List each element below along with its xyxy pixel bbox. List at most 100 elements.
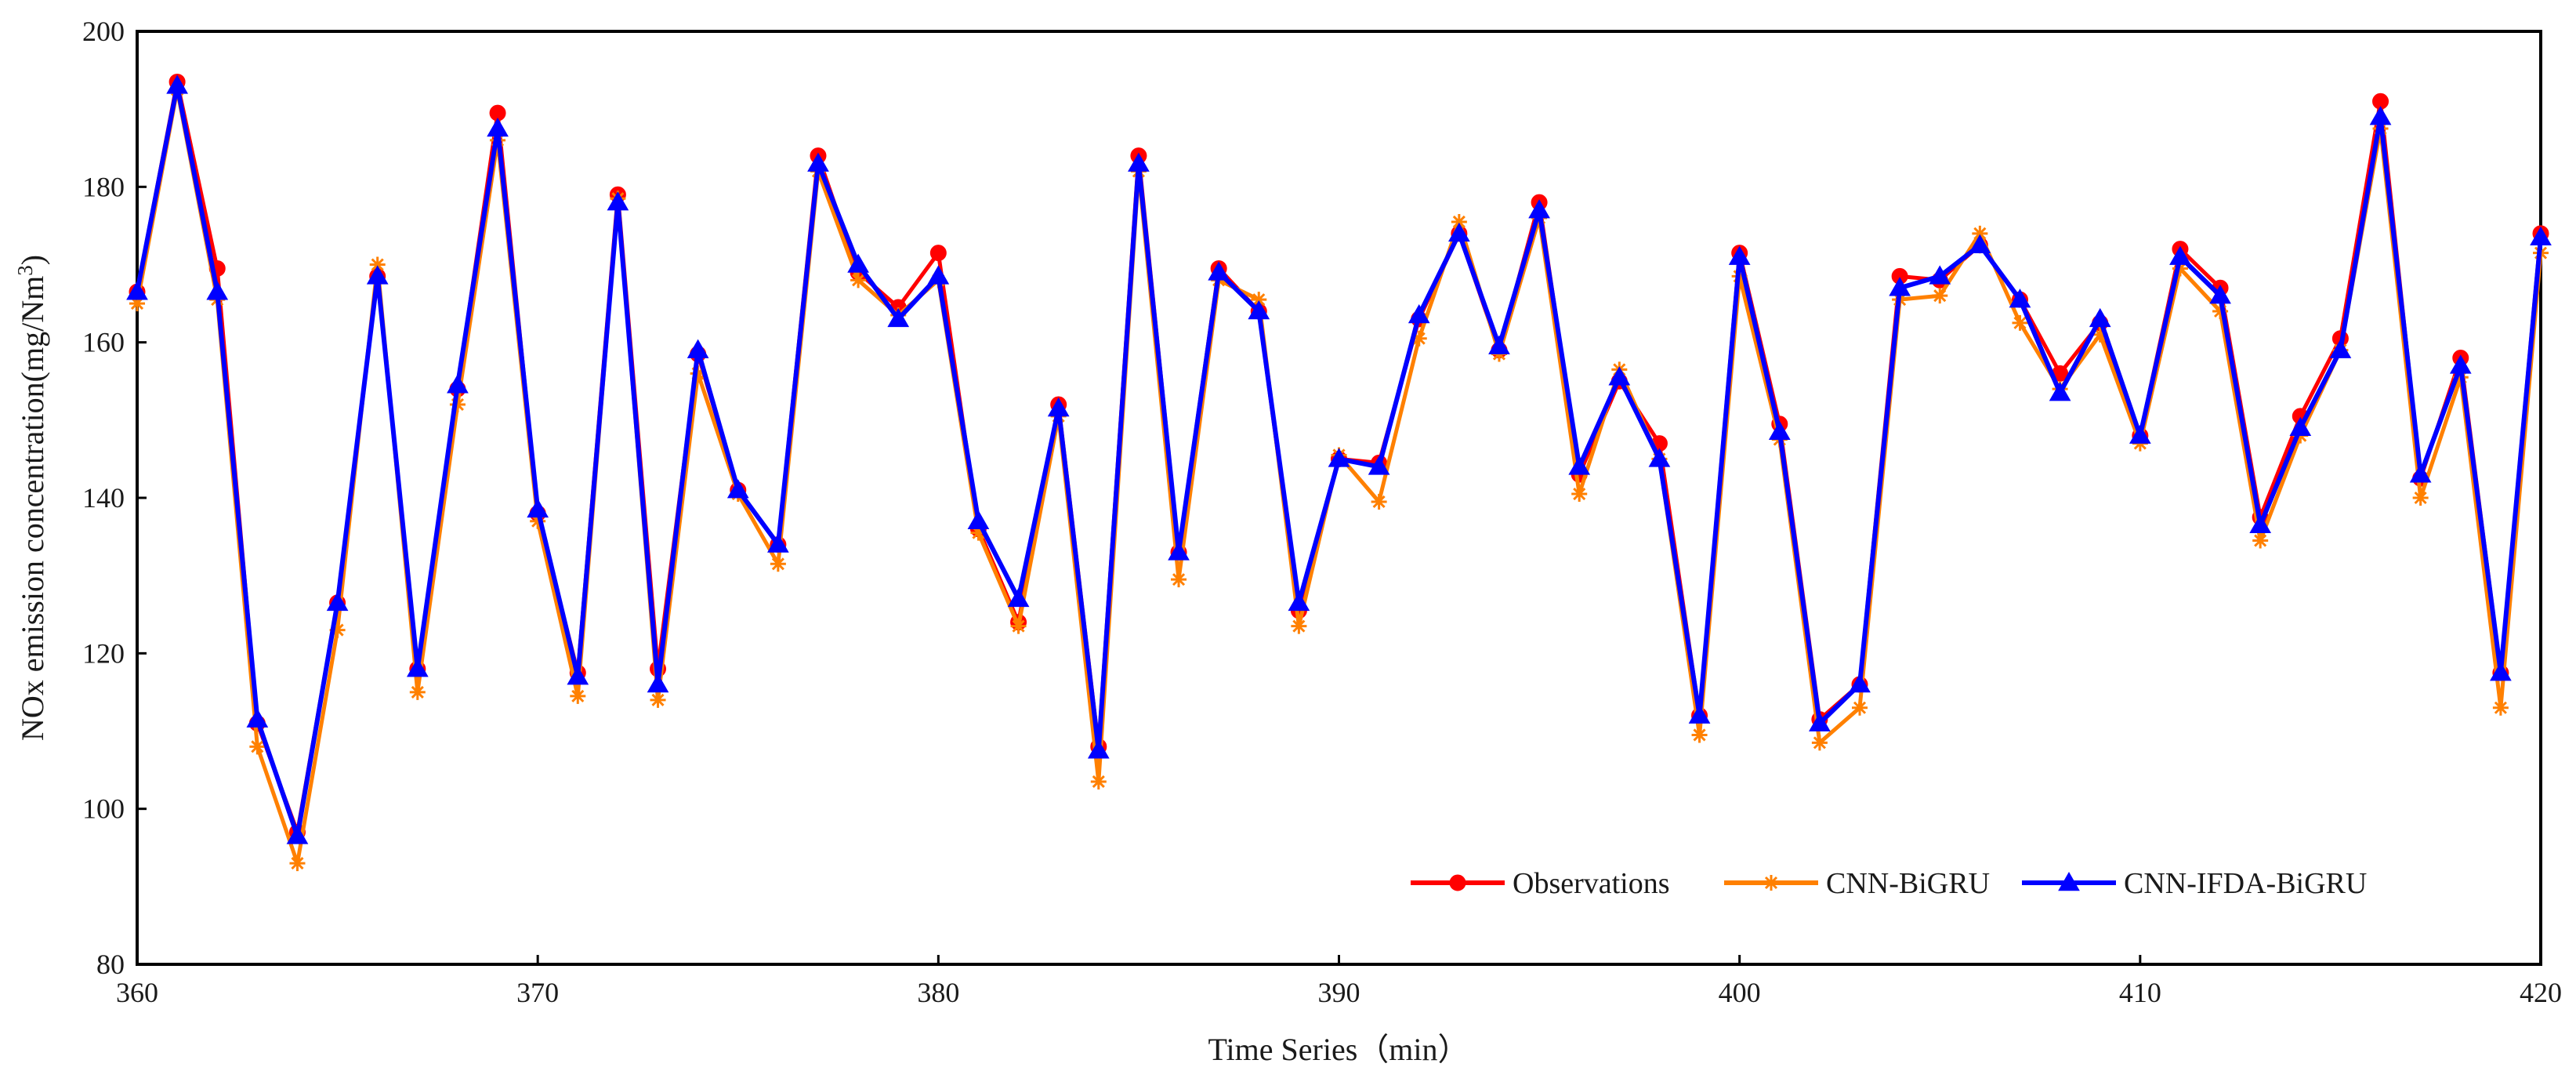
point-cnn-bigru-384 (1090, 773, 1107, 789)
legend-item-cnn-bigru: CNN-BiGRU (1724, 867, 1990, 900)
point-cnn-ifda-bigru-386 (1168, 541, 1190, 561)
point-cnn-bigru-378 (850, 272, 867, 289)
point-cnn-bigru-386 (1171, 572, 1187, 588)
y-tick-label-80: 80 (96, 949, 125, 980)
point-cnn-bigru-406 (1972, 225, 1988, 241)
point-cnn-ifda-bigru-396 (1568, 456, 1591, 475)
point-cnn-ifda-bigru-369 (487, 117, 509, 137)
legend-label: CNN-BiGRU (1826, 867, 1990, 900)
y-axis-title-tail: ) (15, 255, 50, 265)
point-cnn-bigru-370 (530, 513, 546, 529)
x-tick-label-370: 370 (516, 977, 559, 1008)
y-axis-title-main: NOx emission concentration(mg/Nm (15, 276, 50, 741)
point-cnn-bigru-392 (1411, 330, 1427, 347)
point-cnn-ifda-bigru-379 (887, 307, 910, 328)
y-tick-label-180: 180 (82, 171, 125, 202)
point-cnn-ifda-bigru-375 (726, 479, 749, 499)
point-cnn-bigru-393 (1451, 213, 1467, 230)
point-cnn-ifda-bigru-394 (1488, 335, 1510, 354)
point-cnn-ifda-bigru-384 (1087, 739, 1110, 759)
point-cnn-bigru-417 (2412, 490, 2429, 506)
point-cnn-ifda-bigru-410 (2129, 424, 2151, 444)
point-cnn-ifda-bigru-399 (1688, 704, 1711, 724)
point-cnn-bigru-376 (770, 556, 786, 572)
point-cnn-ifda-bigru-363 (246, 708, 269, 728)
point-cnn-ifda-bigru-406 (1969, 234, 1991, 253)
point-cnn-bigru-419 (2492, 699, 2509, 716)
point-cnn-ifda-bigru-417 (2409, 463, 2432, 483)
point-cnn-ifda-bigru-364 (286, 825, 309, 844)
point-cnn-ifda-bigru-393 (1447, 222, 1470, 242)
axis-tick-labels: 360 370 380 390 400 410 420 80 100 120 140 160 180 20… (82, 16, 2562, 1008)
point-cnn-ifda-bigru-415 (2329, 339, 2352, 358)
y-axis-title: NOx emission concentration(mg/Nm3) (13, 255, 50, 741)
point-cnn-bigru-407 (2012, 314, 2028, 331)
y-tick-label-120: 120 (82, 637, 125, 669)
x-tick-label-420: 420 (2520, 977, 2562, 1008)
point-cnn-ifda-bigru-418 (2449, 354, 2472, 374)
point-cnn-bigru-382 (1010, 618, 1027, 634)
point-cnn-ifda-bigru-392 (1408, 303, 1430, 324)
axis-ticks (136, 30, 2542, 966)
y-tick-label-100: 100 (82, 793, 125, 825)
point-cnn-ifda-bigru-366 (366, 265, 389, 285)
point-cnn-ifda-bigru-372 (607, 191, 629, 211)
point-cnn-ifda-bigru-391 (1368, 456, 1390, 475)
point-cnn-bigru-402 (1811, 735, 1828, 751)
y-axis-title-superscript: 3 (13, 265, 37, 276)
point-cnn-ifda-bigru-414 (2289, 416, 2312, 436)
point-cnn-ifda-bigru-412 (2209, 285, 2231, 304)
point-cnn-ifda-bigru-370 (527, 498, 549, 518)
point-cnn-ifda-bigru-378 (847, 253, 869, 273)
point-cnn-ifda-bigru-409 (2089, 307, 2111, 328)
x-tick-label-410: 410 (2119, 977, 2161, 1008)
plot-area (136, 30, 2542, 966)
series-layer (126, 73, 2552, 872)
x-tick-label-360: 360 (116, 977, 158, 1008)
point-cnn-ifda-bigru-401 (1768, 420, 1791, 440)
point-cnn-ifda-bigru-419 (2490, 662, 2512, 681)
point-cnn-ifda-bigru-411 (2169, 245, 2191, 265)
point-cnn-ifda-bigru-382 (1007, 587, 1030, 608)
point-cnn-ifda-bigru-387 (1208, 261, 1230, 281)
point-cnn-ifda-bigru-385 (1128, 152, 1150, 172)
point-cnn-ifda-bigru-373 (647, 673, 669, 693)
point-cnn-ifda-bigru-413 (2249, 514, 2272, 533)
point-cnn-ifda-bigru-365 (326, 591, 349, 612)
point-cnn-bigru-360 (129, 296, 145, 312)
point-cnn-ifda-bigru-397 (1608, 366, 1631, 386)
y-tick-label-160: 160 (82, 327, 125, 358)
point-cnn-ifda-bigru-395 (1528, 199, 1550, 219)
x-tick-label-400: 400 (1719, 977, 1761, 1008)
legend: Observations CNN-BiGRU CNN-IFDA-BiGRU (1411, 867, 2367, 900)
point-cnn-bigru-373 (650, 691, 666, 708)
legend-label: Observations (1513, 867, 1670, 900)
point-cnn-ifda-bigru-377 (807, 152, 829, 172)
legend-item-observations: Observations (1411, 867, 1670, 900)
point-cnn-ifda-bigru-403 (1849, 673, 1871, 693)
point-cnn-ifda-bigru-374 (687, 339, 709, 358)
point-cnn-bigru-388 (1251, 292, 1267, 308)
point-cnn-ifda-bigru-376 (767, 533, 789, 553)
point-cnn-bigru-411 (2172, 260, 2188, 277)
point-cnn-bigru-364 (289, 855, 306, 872)
point-cnn-ifda-bigru-371 (567, 666, 589, 685)
point-cnn-ifda-bigru-389 (1288, 591, 1310, 612)
point-cnn-bigru-405 (1932, 288, 1948, 304)
point-observations-380 (929, 245, 947, 262)
point-cnn-bigru-389 (1291, 618, 1307, 634)
point-cnn-ifda-bigru-400 (1728, 245, 1751, 265)
legend-item-cnn-ifda-bigru: CNN-IFDA-BiGRU (2022, 867, 2367, 900)
x-tick-label-380: 380 (917, 977, 959, 1008)
point-cnn-ifda-bigru-361 (166, 74, 188, 94)
point-cnn-ifda-bigru-360 (126, 281, 148, 300)
legend-swatch-marker (1449, 874, 1466, 891)
point-cnn-ifda-bigru-407 (2009, 289, 2031, 308)
point-cnn-ifda-bigru-381 (967, 510, 990, 529)
point-cnn-bigru-412 (2212, 303, 2229, 319)
point-cnn-bigru-365 (329, 622, 346, 638)
point-cnn-ifda-bigru-390 (1328, 448, 1350, 467)
point-cnn-bigru-399 (1691, 727, 1708, 743)
series-cnn-ifda-bigru (126, 74, 2552, 844)
